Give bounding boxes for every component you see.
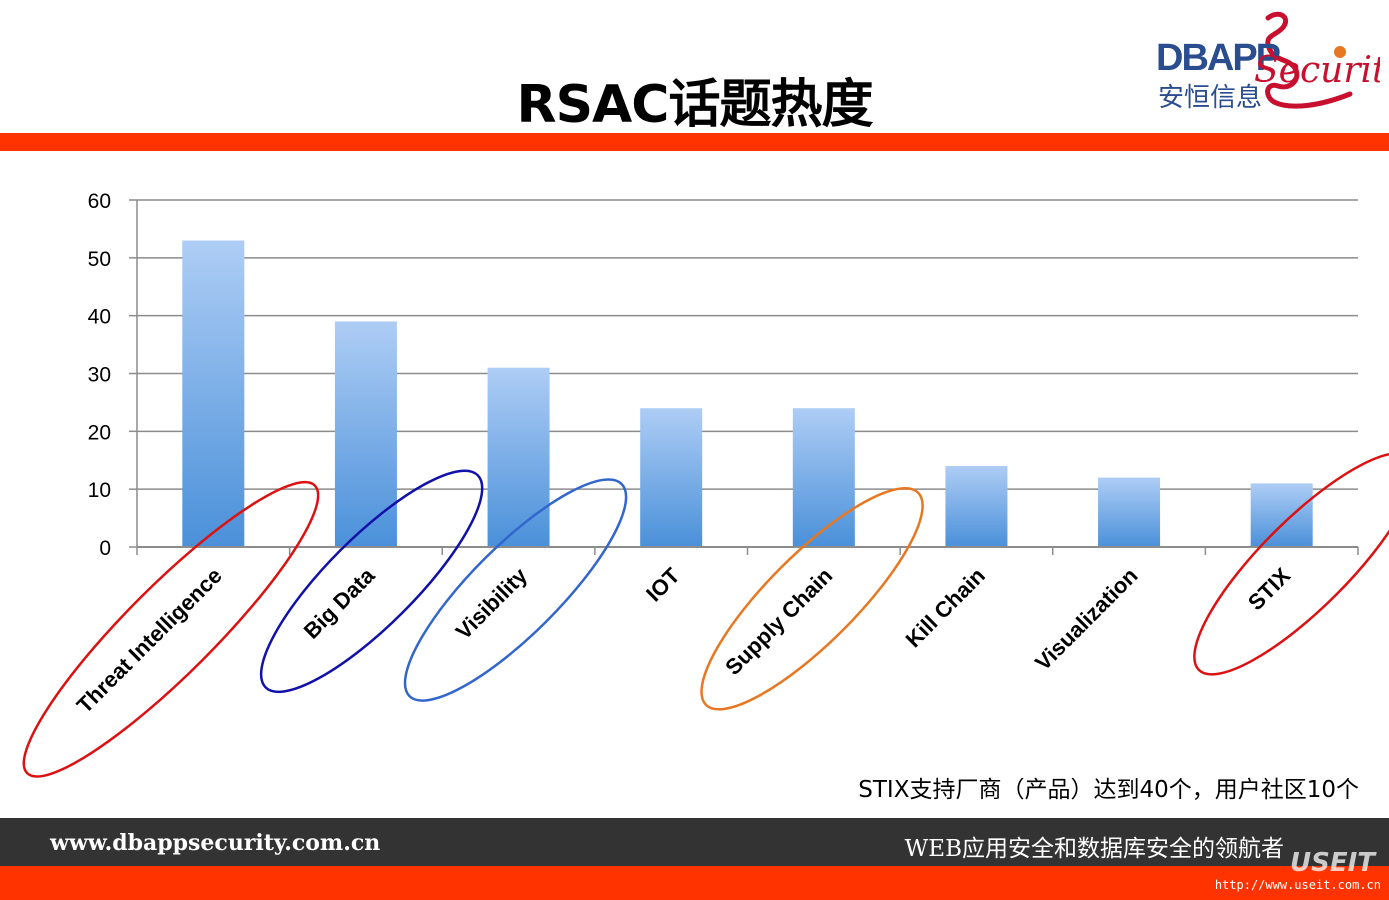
footer-accent-band [0, 866, 1389, 900]
axes: 0 10 20 30 40 50 60 [88, 190, 1359, 560]
bar-threat-intelligence [182, 240, 245, 547]
bar-visualization [1098, 477, 1161, 547]
y-tick-label: 30 [88, 364, 111, 387]
highlight-ellipse-stix [1193, 452, 1389, 676]
company-logo: DBAPP Security 安恒信息 [1156, 11, 1380, 113]
y-tick-label: 20 [88, 421, 111, 444]
highlight-ellipse-big-data [259, 469, 484, 694]
highlight-ellipses [22, 452, 1389, 778]
x-category-label: STIX [1243, 563, 1295, 615]
x-category-label: Big Data [299, 562, 380, 643]
y-tick-label: 0 [99, 537, 111, 560]
y-tick-label: 40 [88, 306, 111, 329]
watermark-brand: USEIT [1289, 848, 1375, 878]
stix-note: STIX支持厂商（产品）达到40个，用户社区10个 [858, 777, 1359, 803]
x-category-label: Visibility [451, 562, 533, 644]
x-category-label: IOT [641, 562, 685, 606]
footer-slogan: WEB应用安全和数据库安全的领航者 [904, 836, 1284, 862]
y-tick-label: 50 [88, 248, 111, 271]
bar-visibility [487, 367, 550, 547]
header-accent-band [0, 133, 1389, 151]
bar-big-data [334, 321, 397, 547]
gridlines [137, 199, 1358, 490]
bar-kill-chain [945, 466, 1008, 547]
footer-bar: www.dbappsecurity.com.cn WEB应用安全和数据库安全的领… [0, 818, 1389, 866]
logo-brand-cn: 安恒信息 [1158, 83, 1262, 113]
x-category-label: Visualization [1030, 563, 1142, 675]
page-title: RSAC话题热度 [516, 75, 874, 135]
bar-stix [1250, 483, 1313, 547]
highlight-ellipse-threat-intelligence [22, 480, 320, 778]
bars [182, 240, 1313, 547]
logo-brand-main: DBAPP [1156, 37, 1281, 79]
y-tick-label: 10 [88, 479, 111, 502]
highlight-ellipse-visibility [403, 478, 628, 702]
y-tick-label: 60 [88, 190, 111, 213]
bar-iot [640, 408, 703, 547]
x-category-label: Threat Intelligence [72, 563, 227, 718]
dragon-icon [1265, 11, 1353, 109]
x-category-label: Kill Chain [901, 563, 990, 652]
highlight-ellipse-supply-chain [700, 486, 924, 711]
logo-brand-script: Security [1254, 50, 1380, 91]
watermark-url: http://www.useit.com.cn [1214, 878, 1381, 892]
x-category-label: Supply Chain [720, 563, 837, 680]
bar-supply-chain [792, 408, 855, 547]
category-labels: Threat Intelligence Big Data Visibility IOT… [72, 562, 1296, 718]
footer-url[interactable]: www.dbappsecurity.com.cn [50, 830, 381, 856]
bar-chart: 0 10 20 30 40 50 60 Threat Intelligence Big Dat… [22, 190, 1389, 778]
